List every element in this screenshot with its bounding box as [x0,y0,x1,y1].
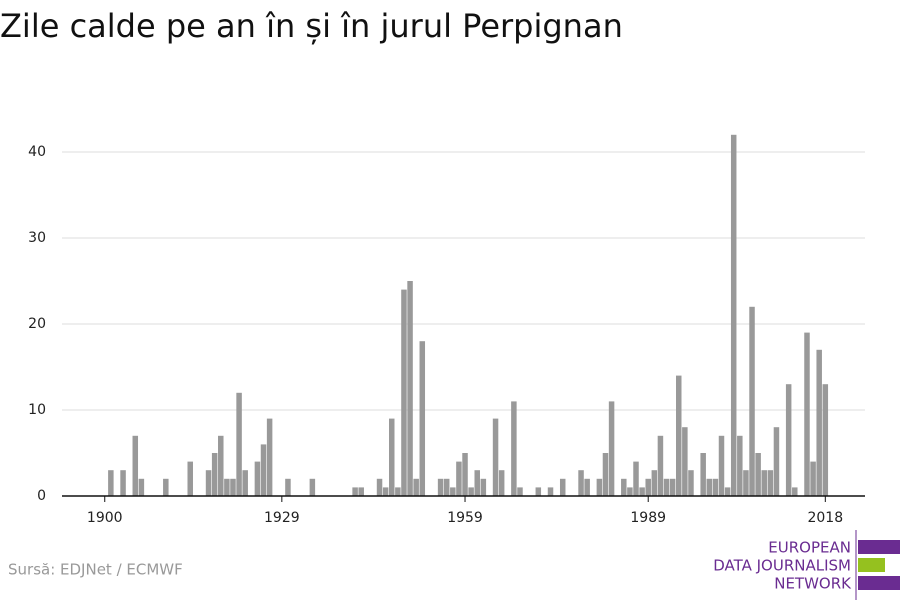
bar [468,487,474,496]
bar [358,487,364,496]
logo-text: DATA JOURNALISM [713,557,851,575]
logo-text: EUROPEAN [768,539,851,557]
logo-text: NETWORK [774,575,852,593]
bar [211,453,218,496]
bar [450,487,456,496]
bar [218,435,224,496]
bar [682,427,688,496]
bar [724,487,731,496]
bar [712,478,719,496]
bar [755,453,761,496]
bar [706,478,713,496]
bar [578,470,584,496]
bar [517,487,523,496]
bar [584,478,590,496]
x-tick-label: 1989 [630,510,666,526]
bar [163,478,169,496]
bar [382,487,389,496]
bar [187,461,193,496]
y-tick-label: 40 [28,144,46,160]
logo-bar [858,540,900,554]
bar [602,453,609,496]
bar [120,470,126,496]
bar [511,401,517,496]
bar [462,453,468,496]
bar [352,487,358,496]
logo-bar [858,558,885,572]
bar [138,478,145,496]
bar [474,470,480,496]
y-tick-label: 10 [28,402,46,418]
bar [443,478,450,496]
bar [547,487,554,496]
bar [822,384,829,496]
bar [645,478,651,496]
bar [480,478,487,496]
bar [260,444,267,496]
bar [407,281,413,496]
bar [535,487,542,496]
bar [785,384,792,496]
bar [688,470,694,496]
bar [676,375,682,496]
bar [224,478,230,496]
bar [596,478,603,496]
bar [627,487,633,496]
bar [266,418,273,496]
bar [205,470,212,496]
bar [810,461,816,496]
bar [633,461,639,496]
bar [743,470,749,496]
x-tick-label: 1900 [87,510,123,526]
bar [749,306,755,496]
chart-title: Zile calde pe an în și în jurul Perpigna… [0,7,623,45]
y-tick-label: 20 [28,316,46,332]
bar [737,435,743,496]
source: Sursă: EDJNet / ECMWF [8,561,183,579]
bar [413,478,419,496]
x-tick-label: 2018 [807,510,843,526]
bar [730,134,737,497]
bar [309,478,316,496]
x-tick-label: 1929 [264,510,300,526]
bar [132,435,139,496]
bar [437,478,444,496]
bar [816,349,822,496]
logo-bar [858,576,900,590]
bar [395,487,401,496]
bar [718,435,725,496]
bar [492,418,499,496]
y-tick-label: 30 [28,230,46,246]
bar [285,478,291,496]
bar [559,478,566,496]
bar [767,470,774,496]
bar [669,478,676,496]
bar [792,487,798,496]
y-tick-label: 0 [37,488,46,504]
bar [773,427,780,496]
bar [621,478,627,496]
x-tick-label: 1959 [447,510,483,526]
bar [761,470,767,496]
bar [456,461,462,496]
bar [230,478,236,496]
bar [419,341,426,496]
bar [254,461,261,496]
bar [657,435,664,496]
bar [236,392,242,496]
bar [663,478,670,496]
bar [651,470,658,496]
bar [608,401,615,496]
bar [804,332,810,496]
bar [242,470,248,496]
bar [700,453,706,496]
bar [639,487,645,496]
bar [376,478,383,496]
bar [108,470,114,496]
bar [401,289,407,496]
bar [389,418,395,496]
bar [498,470,505,496]
